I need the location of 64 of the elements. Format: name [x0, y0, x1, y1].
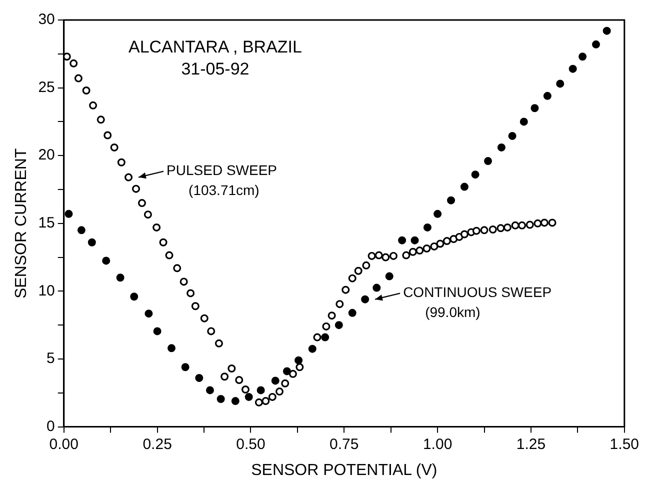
y-tick-label: 15 — [38, 214, 55, 232]
annotation: CONTINUOUS SWEEP (99.0km) — [403, 284, 552, 320]
point — [447, 196, 456, 204]
point — [520, 118, 528, 126]
annotation: ALCANTARA , BRAZIL — [128, 38, 302, 57]
point — [282, 367, 291, 376]
point — [530, 104, 539, 112]
point — [206, 386, 214, 394]
point — [460, 182, 468, 191]
point — [321, 333, 330, 342]
point — [423, 223, 432, 232]
point — [556, 80, 564, 88]
point — [181, 363, 190, 372]
point — [294, 356, 303, 364]
point — [195, 374, 204, 382]
x-tick-label: 1.50 — [610, 436, 640, 453]
point — [398, 236, 406, 244]
point — [385, 272, 394, 280]
point — [308, 344, 316, 353]
point — [168, 344, 176, 352]
point — [77, 226, 86, 234]
point — [410, 236, 419, 244]
point — [592, 40, 600, 48]
point — [116, 274, 124, 282]
y-axis-title: SENSOR CURRENT — [13, 148, 30, 299]
point — [602, 26, 611, 35]
point — [484, 157, 492, 166]
point — [271, 376, 280, 385]
point — [334, 321, 343, 330]
point — [508, 132, 516, 140]
point — [543, 92, 552, 100]
point — [88, 238, 96, 246]
point — [144, 310, 153, 318]
point — [231, 397, 240, 406]
x-tick-label: 0.00 — [49, 436, 78, 453]
point — [130, 292, 138, 301]
y-tick-label: 25 — [38, 78, 55, 96]
annotation: PULSED SWEEP (103.71cm) — [166, 162, 278, 198]
point — [102, 256, 110, 265]
y-tick-label: 5 — [46, 350, 55, 368]
point — [434, 210, 442, 218]
y-tick-label: 0 — [46, 418, 55, 435]
point — [568, 64, 577, 73]
point — [256, 386, 265, 394]
point — [361, 295, 370, 304]
y-tick-label: 10 — [38, 282, 55, 300]
x-tick-label: 0.50 — [236, 436, 266, 453]
y-tick-label: 20 — [38, 146, 55, 164]
point — [348, 308, 356, 317]
point — [471, 170, 480, 179]
x-axis-title: SENSOR POTENTIAL (V) — [251, 462, 438, 479]
annotation: 31-05-92 — [181, 60, 250, 79]
y-tick-label: 30 — [38, 11, 55, 28]
point — [578, 52, 587, 61]
point — [216, 395, 225, 403]
x-tick-label: 1.00 — [422, 436, 452, 453]
point — [372, 284, 381, 292]
point — [153, 327, 162, 336]
x-tick-label: 0.75 — [330, 436, 359, 453]
point — [244, 392, 253, 401]
x-tick-label: 0.25 — [142, 436, 172, 453]
x-tick-label: 1.25 — [516, 436, 546, 453]
point — [64, 210, 73, 218]
point — [497, 143, 506, 152]
